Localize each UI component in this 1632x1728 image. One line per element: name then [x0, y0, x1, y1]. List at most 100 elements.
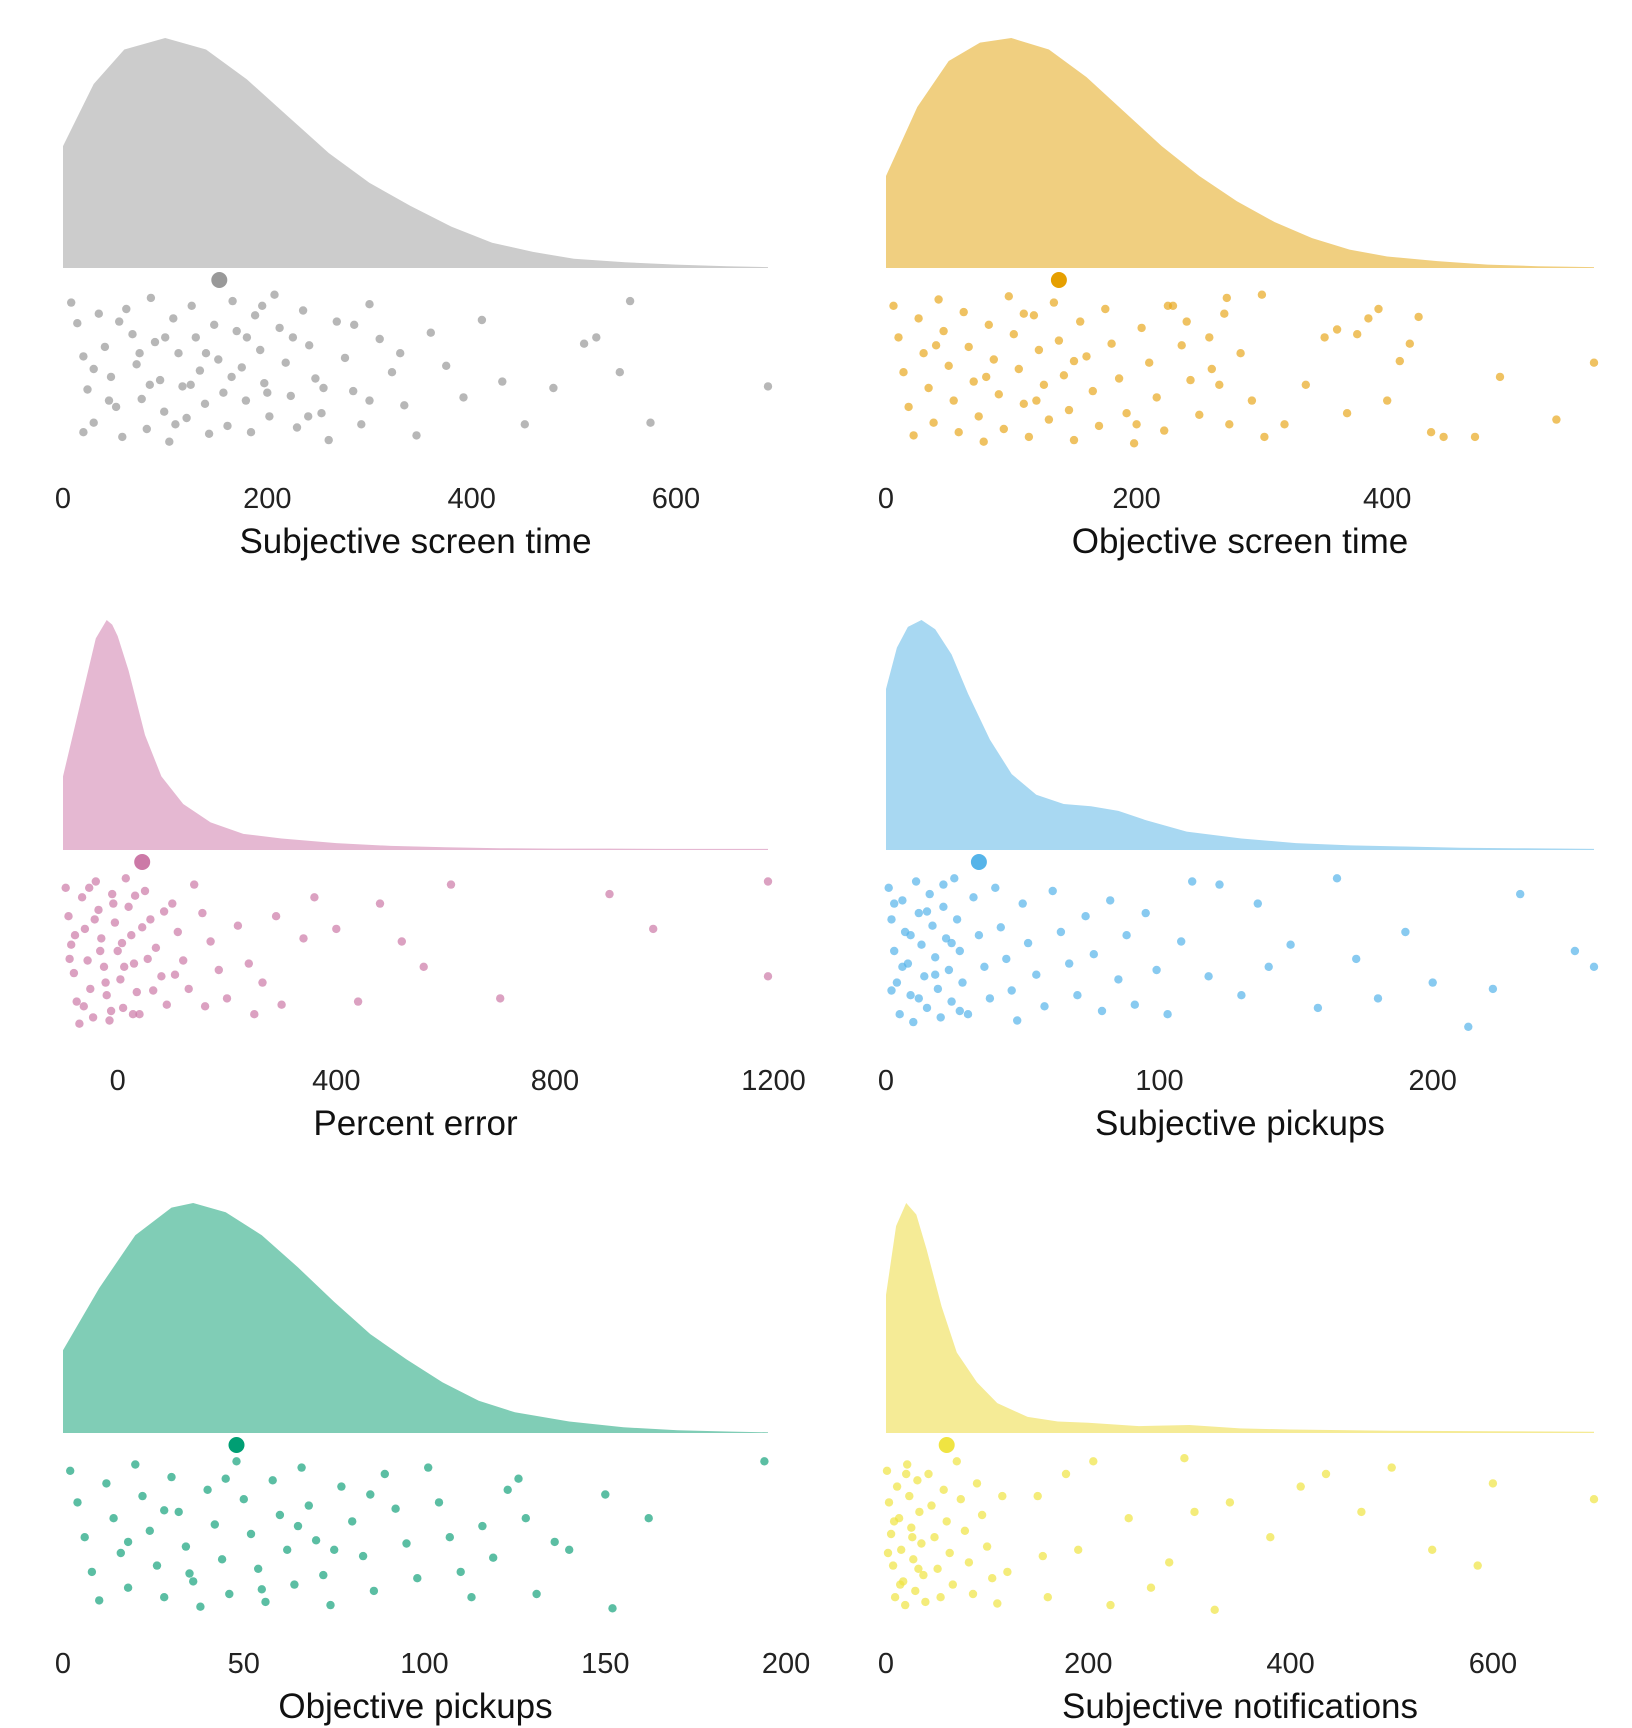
- data-point: [137, 394, 146, 404]
- data-point: [977, 1510, 987, 1520]
- data-point: [350, 320, 359, 329]
- data-point: [159, 907, 169, 916]
- data-point: [1019, 309, 1028, 318]
- data-point: [993, 1599, 1002, 1608]
- data-point: [210, 320, 219, 329]
- data-point: [906, 931, 915, 940]
- data-point: [326, 1600, 335, 1610]
- data-point: [268, 1476, 277, 1485]
- data-point: [143, 954, 152, 964]
- data-point: [939, 326, 948, 336]
- data-point: [160, 1593, 169, 1602]
- data-point: [933, 1564, 942, 1574]
- data-point: [914, 994, 923, 1003]
- data-point: [145, 1526, 154, 1536]
- data-point: [908, 1533, 917, 1542]
- data-point: [936, 1013, 945, 1022]
- data-point: [1205, 333, 1214, 342]
- data-point: [244, 959, 253, 968]
- data-point: [122, 304, 131, 314]
- density-cloud: [63, 38, 768, 268]
- data-point: [222, 994, 232, 1003]
- data-point: [1107, 339, 1116, 348]
- data-point: [263, 388, 272, 397]
- data-point: [947, 997, 956, 1006]
- data-point: [305, 341, 314, 350]
- data-point: [1195, 410, 1204, 419]
- data-point: [260, 379, 269, 388]
- data-point: [1570, 946, 1580, 956]
- data-point: [203, 1485, 212, 1495]
- data-point: [442, 361, 451, 370]
- data-point: [998, 1491, 1007, 1501]
- data-point: [911, 877, 921, 886]
- data-point: [1215, 880, 1224, 889]
- data-point: [1073, 991, 1082, 1000]
- data-point: [996, 923, 1005, 932]
- data-point: [127, 931, 136, 940]
- data-point: [1129, 439, 1139, 448]
- data-point: [299, 934, 308, 943]
- x-tick-label: 100: [1135, 1065, 1183, 1097]
- data-point: [132, 360, 141, 369]
- data-point: [330, 1545, 339, 1555]
- data-point: [254, 1564, 263, 1574]
- data-point: [890, 1593, 900, 1602]
- data-point: [246, 428, 256, 437]
- data-point: [884, 883, 893, 892]
- data-point: [1237, 991, 1246, 1000]
- data-point: [1589, 1495, 1599, 1504]
- data-point: [366, 1490, 375, 1499]
- data-point: [1059, 371, 1069, 380]
- data-point: [102, 991, 111, 1000]
- data-point: [892, 978, 902, 987]
- data-point: [223, 421, 232, 431]
- data-point: [1130, 1000, 1140, 1009]
- data-point: [161, 333, 170, 342]
- data-point: [930, 1533, 939, 1542]
- data-point: [88, 1013, 98, 1022]
- data-point: [181, 1542, 191, 1551]
- x-tick-label: 0: [55, 1648, 71, 1680]
- data-point: [225, 1589, 234, 1599]
- panel-subjective-screen-time: 0 200 400 600 Subjective screen time: [55, 38, 773, 561]
- mean-marker: [228, 1437, 245, 1453]
- data-point: [94, 309, 104, 318]
- data-point: [250, 311, 260, 320]
- data-point: [936, 1593, 945, 1602]
- data-point: [1353, 330, 1362, 339]
- data-point: [1038, 1551, 1048, 1561]
- data-point: [219, 388, 228, 397]
- data-point: [931, 953, 940, 962]
- data-point: [187, 301, 196, 310]
- mean-marker: [1050, 272, 1067, 288]
- data-point: [760, 1457, 769, 1466]
- data-point: [155, 375, 165, 385]
- data-point: [1065, 959, 1074, 968]
- data-point: [897, 1545, 906, 1555]
- data-point: [72, 997, 81, 1006]
- data-point: [73, 1498, 82, 1507]
- data-point: [1321, 1469, 1331, 1479]
- x-axis-label: Subjective notifications: [1062, 1687, 1418, 1726]
- data-point: [110, 918, 120, 927]
- data-point: [1152, 393, 1161, 402]
- data-point: [311, 1536, 321, 1545]
- data-point: [146, 293, 156, 303]
- data-point: [982, 372, 991, 382]
- data-point: [1225, 1498, 1235, 1507]
- data-point: [1003, 1567, 1012, 1577]
- data-point: [95, 1596, 104, 1605]
- data-point: [65, 954, 74, 964]
- data-point: [1018, 899, 1027, 908]
- data-point: [80, 1533, 89, 1542]
- data-point: [928, 921, 937, 930]
- data-point: [921, 1597, 930, 1607]
- data-point: [1488, 984, 1498, 994]
- data-point: [165, 437, 174, 446]
- data-point: [1106, 896, 1115, 905]
- raw-points: [61, 874, 773, 1028]
- data-point: [520, 420, 529, 429]
- data-point: [952, 915, 962, 924]
- data-point: [1114, 374, 1124, 383]
